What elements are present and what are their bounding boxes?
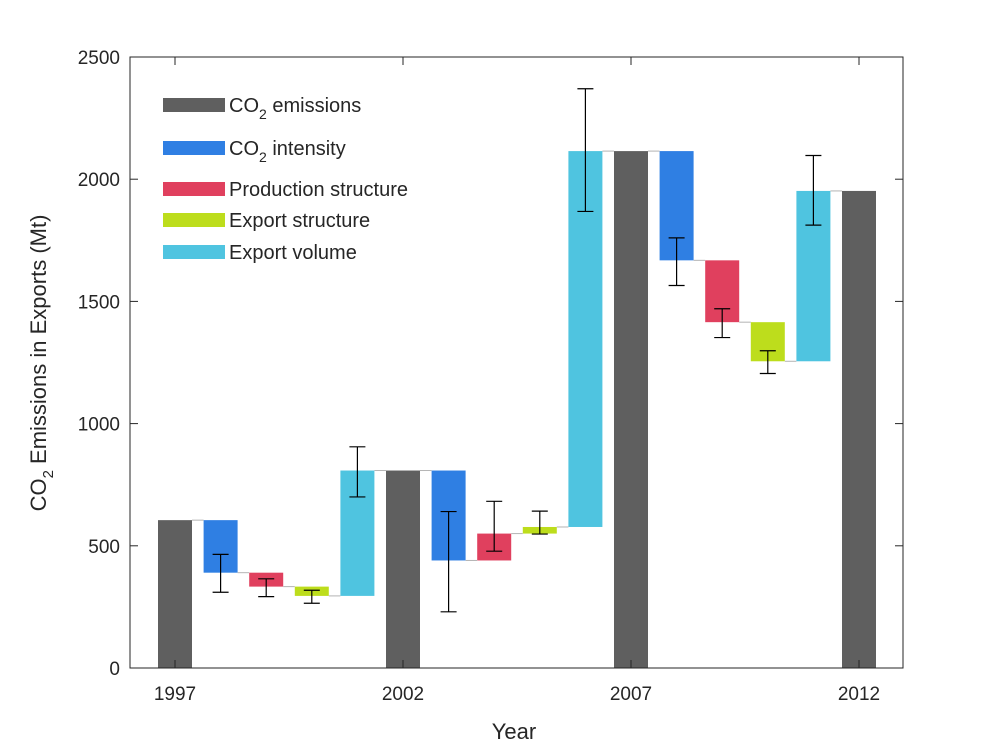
x-tick-label: 2012 — [838, 684, 880, 705]
legend-swatch-emissions — [163, 98, 225, 112]
y-tick-label: 1000 — [78, 415, 120, 436]
y-axis-title: CO2 Emissions in Exports (Mt) — [26, 215, 57, 512]
y-tick-label: 500 — [88, 537, 120, 558]
x-tick-label: 1997 — [154, 684, 196, 705]
legend-label: CO2 emissions — [229, 95, 361, 122]
legend-label: Export volume — [229, 242, 357, 264]
bar-emissions — [158, 520, 192, 668]
legend-swatch-export-volume — [163, 245, 225, 259]
bar-emissions — [386, 470, 420, 668]
y-tick-label: 0 — [109, 659, 120, 680]
legend-swatch-export-structure — [163, 213, 225, 227]
legend-swatch-intensity — [163, 141, 225, 155]
bars-layer — [158, 151, 876, 668]
legend-label: Export structure — [229, 210, 370, 232]
x-axis-title: Year — [492, 719, 536, 744]
connectors-layer — [192, 150, 842, 597]
y-axis: 0 500 1000 1500 2000 2500 — [78, 48, 903, 680]
x-axis: 1997 2002 2007 2012 — [154, 57, 880, 705]
y-tick-label: 2000 — [78, 170, 120, 191]
plot-frame — [129, 56, 904, 669]
y-tick-label: 2500 — [78, 48, 120, 69]
legend: CO2 emissions CO2 intensity Production str… — [163, 95, 408, 264]
bar-emissions — [614, 151, 648, 668]
bar-emissions — [842, 190, 876, 668]
x-tick-label: 2007 — [610, 684, 652, 705]
x-tick-label: 2002 — [382, 684, 424, 705]
legend-swatch-production — [163, 182, 225, 196]
error-bars-layer — [212, 88, 822, 613]
legend-label: CO2 intensity — [229, 138, 346, 165]
legend-label: Production structure — [229, 179, 408, 201]
y-tick-label: 1500 — [78, 292, 120, 313]
bar-export-volume — [568, 151, 603, 527]
